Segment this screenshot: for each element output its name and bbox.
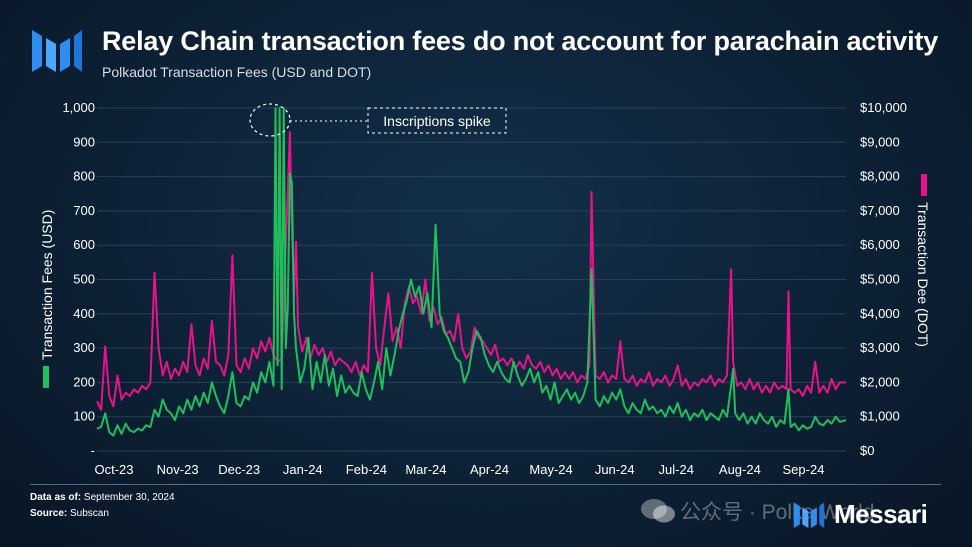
x-tick-label: Mar-24	[405, 462, 446, 477]
page-title: Relay Chain transaction fees do not acco…	[102, 26, 939, 56]
x-tick-label: Aug-24	[719, 462, 761, 477]
x-tick-label: Jan-24	[283, 462, 323, 477]
usd-series-line	[96, 107, 847, 437]
left-tick-label: 100	[73, 409, 95, 424]
right-axis-ticks: $10,000 $9,000 $8,000 $7,000 $6,000 $5,000 $4,…	[860, 100, 907, 458]
x-tick-label: Nov-23	[157, 462, 199, 477]
dot-legend-swatch	[921, 174, 927, 196]
x-tick-label: Sep-24	[783, 462, 825, 477]
wechat-icon	[641, 499, 675, 523]
data-as-of-value: September 30, 2024	[83, 492, 175, 503]
x-tick-label: Feb-24	[346, 462, 387, 477]
usd-legend-swatch	[43, 366, 49, 388]
x-tick-label: May-24	[529, 462, 572, 477]
data-as-of: Data as of: September 30, 2024	[30, 492, 175, 503]
left-tick-label: 500	[73, 272, 95, 287]
left-axis-ticks: 1,000 900 800 700 600 500 400 300 200 100 -	[62, 100, 95, 458]
inscriptions-annotation: Inscriptions spike	[249, 103, 507, 137]
annotation-circle	[249, 103, 291, 137]
annotation-label: Inscriptions spike	[383, 113, 491, 129]
right-tick-label: $6,000	[860, 237, 900, 252]
left-axis-label: Transaction Fees (USD)	[39, 210, 55, 360]
messari-brand-icon	[793, 502, 825, 528]
right-tick-label: $0	[860, 443, 874, 458]
right-tick-label: $2,000	[860, 374, 900, 389]
right-tick-label: $9,000	[860, 134, 900, 149]
right-axis-label: Transaction Dee (DOT)	[915, 202, 931, 347]
left-tick-label: -	[91, 443, 95, 458]
chart-series	[96, 107, 847, 437]
left-tick-label: 800	[73, 169, 95, 184]
dot-series-line	[96, 131, 846, 411]
left-tick-label: 300	[73, 340, 95, 355]
annotation-box	[367, 107, 507, 134]
source-value: Subscan	[70, 508, 109, 519]
left-axis-title: Transaction Fees (USD)	[39, 210, 55, 388]
x-tick-label: Oct-23	[94, 462, 133, 477]
source: Source: Subscan	[30, 508, 109, 519]
right-tick-label: $5,000	[860, 272, 900, 287]
data-as-of-label: Data as of:	[30, 492, 82, 503]
right-axis-title: Transaction Dee (DOT)	[915, 174, 931, 347]
x-tick-label: Dec-23	[218, 462, 260, 477]
x-tick-label: Jul-24	[659, 462, 694, 477]
left-tick-label: 200	[73, 374, 95, 389]
left-tick-label: 1,000	[62, 100, 95, 115]
x-tick-label: Apr-24	[470, 462, 509, 477]
right-tick-label: $1,000	[860, 409, 900, 424]
right-tick-label: $4,000	[860, 306, 900, 321]
right-tick-label: $7,000	[860, 203, 900, 218]
left-tick-label: 400	[73, 306, 95, 321]
watermark-text: 公众号 · Polka World	[680, 501, 875, 524]
left-tick-label: 700	[73, 203, 95, 218]
right-tick-label: $8,000	[860, 169, 900, 184]
messari-logo-icon	[32, 30, 82, 72]
right-tick-label: $3,000	[860, 340, 900, 355]
footer-divider	[30, 484, 941, 485]
brand-name: Messari	[834, 499, 928, 529]
x-axis-ticks: Oct-23 Nov-23 Dec-23 Jan-24 Feb-24 Mar-24 Apr-…	[94, 462, 824, 477]
x-tick-label: Jun-24	[595, 462, 635, 477]
left-tick-label: 900	[73, 134, 95, 149]
chart-subtitle: Polkadot Transaction Fees (USD and DOT)	[102, 64, 372, 80]
left-tick-label: 600	[73, 237, 95, 252]
right-tick-label: $10,000	[860, 100, 907, 115]
source-label: Source:	[30, 508, 68, 519]
chart-grid	[97, 107, 846, 452]
